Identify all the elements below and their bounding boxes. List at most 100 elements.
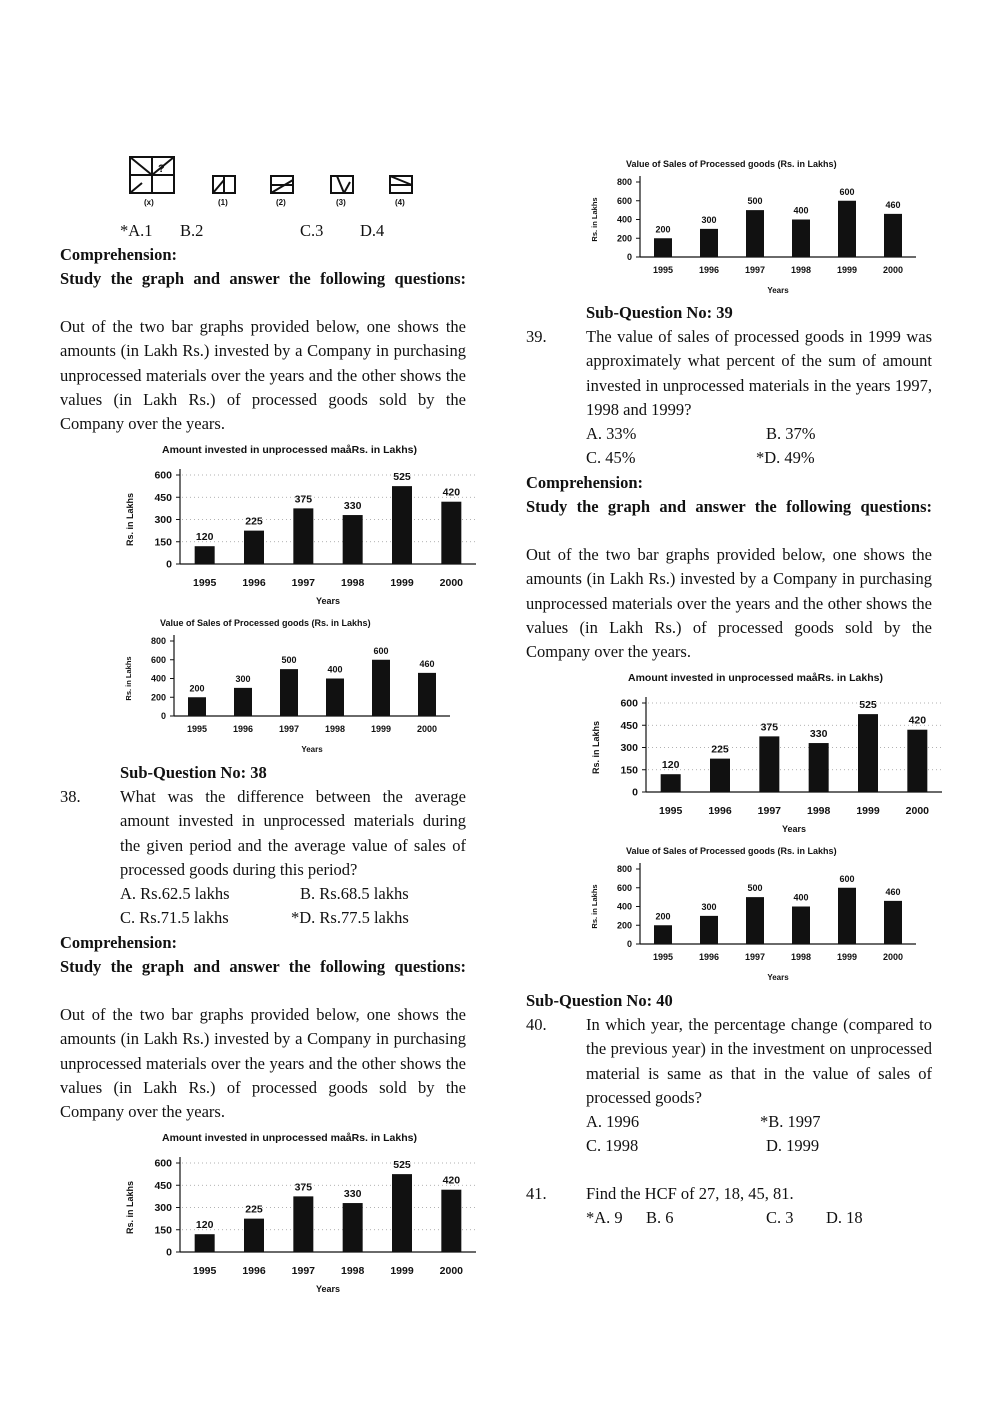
x-tick-label: 1998 <box>807 805 831 817</box>
bar-value-label: 460 <box>419 659 434 669</box>
question-text-38: What was the difference between the aver… <box>120 787 466 879</box>
bar <box>838 887 856 944</box>
x-tick-label: 1999 <box>856 805 880 817</box>
bar-value-label: 400 <box>793 893 808 903</box>
x-tick-label: 2000 <box>883 952 903 962</box>
comprehension-passage: Out of the two bar graphs provided below… <box>526 545 932 662</box>
bar-value-label: 200 <box>189 683 204 693</box>
bar <box>188 697 206 716</box>
bar-value-label: 300 <box>235 674 250 684</box>
comprehension-heading: Comprehension: <box>60 245 178 264</box>
bar <box>700 228 718 257</box>
comprehension-instruction: Study the graph and answer the following… <box>526 497 932 516</box>
bar-value-label: 330 <box>344 1188 362 1200</box>
comprehension-heading: Comprehension: <box>60 933 178 952</box>
bar-value-label: 600 <box>839 874 854 884</box>
bar-value-label: 460 <box>885 200 900 210</box>
sales-chart: Value of Sales of Processed goods (Rs. i… <box>124 618 450 754</box>
option-d: D.4 <box>360 221 385 240</box>
figure-label-1: (1) <box>218 198 228 207</box>
figure-label-3: (3) <box>336 198 346 207</box>
x-tick-label: 1999 <box>837 265 857 275</box>
sub-question-heading-38: Sub-Question No: 38 <box>120 763 267 782</box>
y-axis-label: Rs. in Lakhs <box>591 721 601 774</box>
bar <box>710 758 730 792</box>
q40-option-b: *B. 1997 <box>760 1112 821 1131</box>
x-tick-label: 1997 <box>745 952 765 962</box>
y-tick-label: 0 <box>627 252 632 262</box>
bar <box>746 210 764 257</box>
x-tick-label: 1998 <box>791 952 811 962</box>
bar-value-label: 200 <box>655 224 670 234</box>
x-tick-label: 1996 <box>708 805 732 817</box>
bar <box>441 1189 462 1252</box>
bar <box>372 659 390 716</box>
comprehension-heading: Comprehension: <box>526 473 644 492</box>
comprehension-instruction: Study the graph and answer the following… <box>60 269 466 288</box>
bar-value-label: 420 <box>443 1175 461 1187</box>
x-tick-label: 1995 <box>659 805 683 817</box>
y-axis-label: Rs. in Lakhs <box>590 197 599 241</box>
bar-value-label: 400 <box>327 665 342 675</box>
x-tick-label: 1997 <box>279 724 299 734</box>
option-b: B.2 <box>180 221 204 240</box>
chart-title: Value of Sales of Processed goods (Rs. i… <box>160 618 371 628</box>
bar <box>884 213 902 257</box>
x-axis-label: Years <box>301 745 323 754</box>
q41-option-d: D. 18 <box>826 1208 863 1227</box>
x-tick-label: 1997 <box>292 577 316 589</box>
bar <box>244 1218 264 1252</box>
x-tick-label: 1996 <box>242 1265 266 1277</box>
x-tick-label: 2000 <box>417 724 437 734</box>
bar <box>441 501 462 564</box>
y-tick-label: 300 <box>620 742 638 754</box>
bar <box>342 515 363 564</box>
x-tick-label: 1996 <box>242 577 266 589</box>
bar <box>392 1174 412 1252</box>
x-tick-label: 1999 <box>390 1265 414 1277</box>
bar-value-label: 525 <box>393 1159 411 1171</box>
bar <box>759 736 780 792</box>
bar <box>700 915 718 944</box>
q38-option-d: *D. Rs.77.5 lakhs <box>291 908 409 927</box>
bar-value-label: 225 <box>245 516 263 528</box>
x-axis-label: Years <box>316 1284 340 1294</box>
bar <box>858 714 878 792</box>
x-tick-label: 1997 <box>745 265 765 275</box>
bar <box>194 546 215 564</box>
bar-value-label: 225 <box>245 1204 263 1216</box>
chart-title: Amount invested in unprocessed maåRs. in… <box>162 1132 417 1144</box>
bar-value-label: 525 <box>393 471 411 483</box>
bar-value-label: 120 <box>196 1219 214 1231</box>
bar-value-label: 300 <box>701 215 716 225</box>
q40-option-d: D. 1999 <box>766 1136 820 1155</box>
question-number-41: 41. <box>526 1184 547 1203</box>
sub-question-heading-40: Sub-Question No: 40 <box>526 991 673 1010</box>
bar-value-label: 330 <box>344 500 362 512</box>
bar <box>293 1196 314 1252</box>
q41-option-a: *A. 9 <box>586 1208 623 1227</box>
question-text-39: The value of sales of processed goods in… <box>586 327 932 419</box>
y-tick-label: 600 <box>151 655 166 665</box>
bar <box>280 669 298 716</box>
q38-option-a: A. Rs.62.5 lakhs <box>120 884 230 903</box>
bar-value-label: 420 <box>909 715 927 727</box>
y-tick-label: 200 <box>151 692 166 702</box>
figure-label-4: (4) <box>395 198 405 207</box>
y-tick-label: 0 <box>166 1247 172 1259</box>
question-mark: ? <box>158 163 165 175</box>
q40-option-a: A. 1996 <box>586 1112 640 1131</box>
bar <box>792 219 810 257</box>
comprehension-instruction: Study the graph and answer the following… <box>60 957 466 976</box>
bar-value-label: 375 <box>761 721 779 733</box>
option-c: C.3 <box>300 221 324 240</box>
bar-value-label: 375 <box>295 1181 313 1193</box>
x-tick-label: 1995 <box>193 1265 217 1277</box>
bar <box>293 508 314 564</box>
x-tick-label: 1996 <box>233 724 253 734</box>
bar-value-label: 600 <box>373 646 388 656</box>
y-axis-label: Rs. in Lakhs <box>124 656 133 700</box>
x-tick-label: 2000 <box>883 265 903 275</box>
bar-value-label: 225 <box>711 744 729 756</box>
bar <box>907 729 928 792</box>
